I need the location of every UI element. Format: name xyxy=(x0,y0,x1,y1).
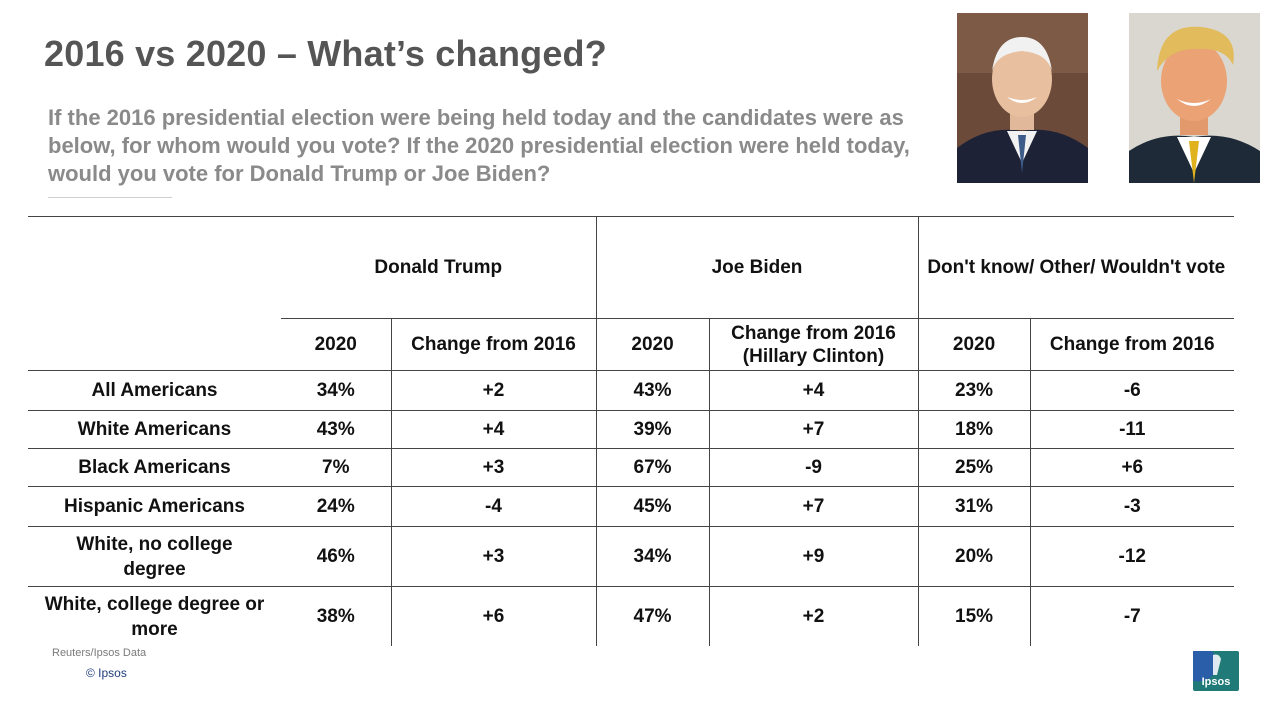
subheader-biden-change: Change from 2016 (Hillary Clinton) xyxy=(708,318,919,371)
table-row: White Americans 43% +4 39% +7 18% -11 xyxy=(28,410,1235,449)
biden-change-cell: +2 xyxy=(708,586,919,646)
trump-change-cell: +3 xyxy=(390,526,597,587)
corner-cell xyxy=(28,216,281,319)
biden-2020-cell: 45% xyxy=(595,486,710,527)
survey-question: If the 2016 presidential election were b… xyxy=(48,105,910,186)
subheader-trump-2020: 2020 xyxy=(281,318,391,371)
row-label: Black Americans xyxy=(28,448,281,487)
trump-2020-cell: 34% xyxy=(281,370,391,411)
corner-cell-sub xyxy=(28,319,281,371)
other-change-cell: -12 xyxy=(1029,526,1235,587)
subheader-trump-change: Change from 2016 xyxy=(390,318,597,371)
other-change-cell: -3 xyxy=(1029,486,1235,527)
row-label: All Americans xyxy=(28,370,281,411)
table-row: Hispanic Americans 24% -4 45% +7 31% -3 xyxy=(28,486,1235,527)
trump-2020-cell: 43% xyxy=(281,410,391,449)
header-donald-trump: Donald Trump xyxy=(281,216,597,319)
header-joe-biden: Joe Biden xyxy=(595,216,919,319)
source-note: Reuters/Ipsos Data xyxy=(52,647,147,659)
trump-change-cell: +2 xyxy=(390,370,597,411)
subheader-other-2020: 2020 xyxy=(917,318,1031,371)
biden-2020-cell: 39% xyxy=(595,410,710,449)
other-2020-cell: 25% xyxy=(917,448,1031,487)
biden-change-cell: +4 xyxy=(708,370,919,411)
row-label: Hispanic Americans xyxy=(28,486,281,527)
joe-biden-photo xyxy=(957,13,1088,183)
biden-change-cell: +9 xyxy=(708,526,919,587)
trump-change-cell: -4 xyxy=(390,486,597,527)
trump-change-cell: +4 xyxy=(390,410,597,449)
copyright: © Ipsos xyxy=(86,666,127,680)
trump-2020-cell: 38% xyxy=(281,586,391,646)
trump-2020-cell: 46% xyxy=(281,526,391,587)
ipsos-logo: Ipsos xyxy=(1193,651,1239,691)
other-change-cell: -11 xyxy=(1029,410,1235,449)
page-title: 2016 vs 2020 – What’s changed? xyxy=(44,33,607,74)
biden-2020-cell: 43% xyxy=(595,370,710,411)
other-2020-cell: 23% xyxy=(917,370,1031,411)
other-change-cell: -6 xyxy=(1029,370,1235,411)
other-change-cell: +6 xyxy=(1029,448,1235,487)
results-table: Donald Trump Joe Biden Don't know/ Other… xyxy=(28,216,1235,646)
table-row: All Americans 34% +2 43% +4 23% -6 xyxy=(28,370,1235,411)
biden-change-cell: -9 xyxy=(708,448,919,487)
table-row: White, college degree or more 38% +6 47%… xyxy=(28,586,1235,646)
biden-change-cell: +7 xyxy=(708,486,919,527)
donald-trump-photo xyxy=(1129,13,1260,183)
other-2020-cell: 31% xyxy=(917,486,1031,527)
biden-2020-cell: 67% xyxy=(595,448,710,487)
header-dont-know: Don't know/ Other/ Wouldn't vote xyxy=(917,216,1235,319)
row-label: White, no college degree xyxy=(28,526,281,587)
biden-2020-cell: 47% xyxy=(595,586,710,646)
other-2020-cell: 20% xyxy=(917,526,1031,587)
table-row: White, no college degree 46% +3 34% +9 2… xyxy=(28,526,1235,587)
other-2020-cell: 18% xyxy=(917,410,1031,449)
trump-change-cell: +3 xyxy=(390,448,597,487)
other-2020-cell: 15% xyxy=(917,586,1031,646)
trump-2020-cell: 7% xyxy=(281,448,391,487)
table-row: Black Americans 7% +3 67% -9 25% +6 xyxy=(28,448,1235,487)
trump-change-cell: +6 xyxy=(390,586,597,646)
subheader-biden-2020: 2020 xyxy=(595,318,710,371)
other-change-cell: -7 xyxy=(1029,586,1235,646)
subheader-other-change: Change from 2016 xyxy=(1029,318,1235,371)
biden-2020-cell: 34% xyxy=(595,526,710,587)
row-label: White, college degree or more xyxy=(28,586,281,646)
trump-2020-cell: 24% xyxy=(281,486,391,527)
biden-change-cell: +7 xyxy=(708,410,919,449)
subtitle-divider xyxy=(48,197,172,198)
logo-text: Ipsos xyxy=(1201,676,1231,688)
row-label: White Americans xyxy=(28,410,281,449)
